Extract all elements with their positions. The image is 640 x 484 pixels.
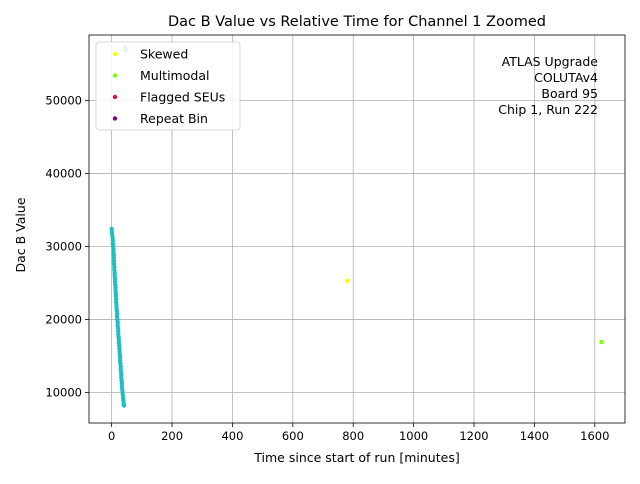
legend-marker xyxy=(112,116,118,121)
y-axis-label: Dac B Value xyxy=(13,197,28,272)
annotation-line: Chip 1, Run 222 xyxy=(498,102,598,117)
x-tick-label: 400 xyxy=(221,429,243,443)
legend-marker xyxy=(112,94,118,100)
x-tick-label: 800 xyxy=(342,429,364,443)
data-point xyxy=(121,403,127,408)
chart-title: Dac B Value vs Relative Time for Channel… xyxy=(168,14,546,30)
y-tick-label: 50000 xyxy=(45,94,82,108)
y-tick-label: 30000 xyxy=(45,240,82,254)
legend-label: Multimodal xyxy=(140,68,209,83)
legend-label: Repeat Bin xyxy=(140,111,208,126)
x-axis-label: Time since start of run [minutes] xyxy=(253,450,459,465)
x-tick-label: 1400 xyxy=(520,429,549,443)
plot-area-frame xyxy=(88,34,626,424)
legend-marker xyxy=(112,51,118,57)
legend-label: Skewed xyxy=(140,47,188,62)
legend: Skewed Multimodal Flagged SEUs Repeat Bin xyxy=(95,41,241,131)
y-tick-label: 20000 xyxy=(45,312,82,326)
legend-box xyxy=(95,41,241,131)
x-tick-label: 600 xyxy=(282,429,304,443)
x-tick-label: 200 xyxy=(161,429,183,443)
x-tick-label: 1600 xyxy=(580,429,609,443)
annotation-line: Board 95 xyxy=(541,86,598,101)
y-tick-label: 40000 xyxy=(45,167,82,181)
y-tick-label: 10000 xyxy=(45,385,82,399)
data-point xyxy=(344,278,350,283)
legend-label: Flagged SEUs xyxy=(140,90,225,105)
annotation-line: ATLAS Upgrade xyxy=(502,54,599,69)
legend-marker xyxy=(112,73,118,78)
x-tick-label: 0 xyxy=(108,429,115,443)
x-tick-label: 1000 xyxy=(399,429,428,443)
data-point xyxy=(599,339,604,345)
ticks-layer: 0 200 400 600 800 1000 1200 1400 1600 10000 20000 3… xyxy=(45,94,609,443)
annotation-line: COLUTAv4 xyxy=(534,70,598,85)
x-tick-label: 1200 xyxy=(459,429,488,443)
